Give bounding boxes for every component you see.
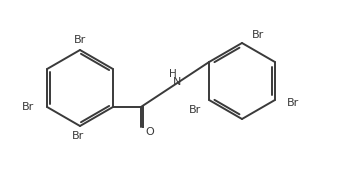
Text: Br: Br <box>72 131 84 141</box>
Text: Br: Br <box>189 105 201 115</box>
Text: N: N <box>173 76 181 86</box>
Text: O: O <box>146 127 154 137</box>
Text: Br: Br <box>22 102 34 112</box>
Text: Br: Br <box>287 98 299 108</box>
Text: Br: Br <box>74 35 86 45</box>
Text: Br: Br <box>252 30 264 40</box>
Text: H: H <box>169 68 177 79</box>
